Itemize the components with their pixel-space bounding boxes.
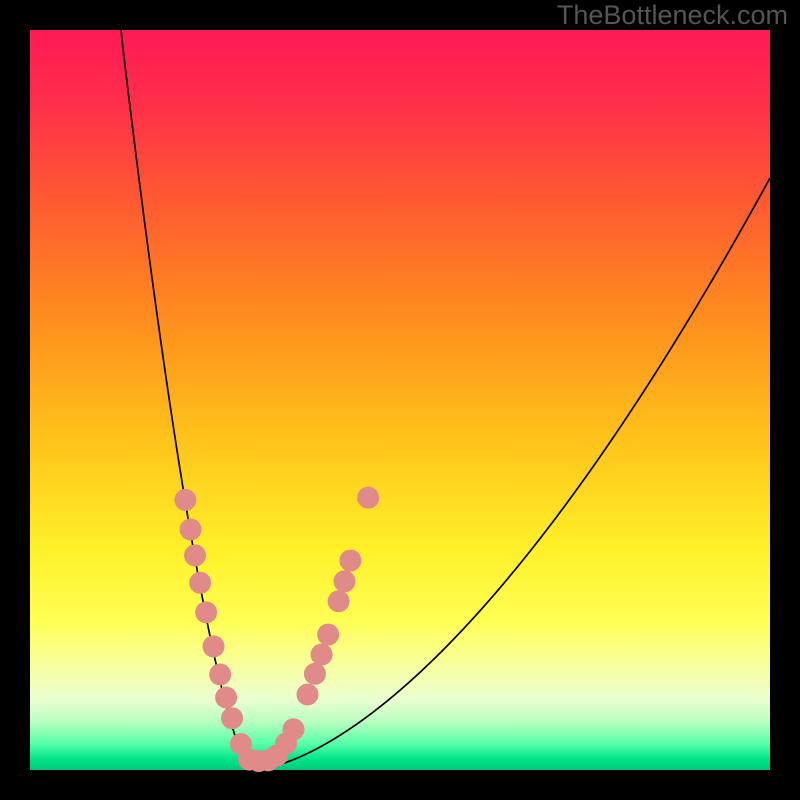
data-marker [180, 519, 202, 541]
plot-gradient-background [30, 30, 770, 770]
data-marker [209, 664, 231, 686]
watermark-text: TheBottleneck.com [557, 0, 788, 31]
data-marker [357, 487, 379, 509]
data-marker [184, 544, 206, 566]
data-marker [304, 663, 326, 685]
data-marker [221, 707, 243, 729]
data-marker [189, 572, 211, 594]
data-marker [203, 635, 225, 657]
data-marker [334, 570, 356, 592]
data-marker [195, 601, 217, 623]
data-marker [297, 684, 319, 706]
bottleneck-curve-chart: TheBottleneck.com [0, 0, 800, 800]
data-marker [311, 644, 333, 666]
data-marker [215, 686, 237, 708]
data-marker [339, 550, 361, 572]
data-marker [282, 718, 304, 740]
data-marker [328, 590, 350, 612]
data-marker [174, 489, 196, 511]
data-marker [317, 624, 339, 646]
chart-svg [0, 0, 800, 800]
